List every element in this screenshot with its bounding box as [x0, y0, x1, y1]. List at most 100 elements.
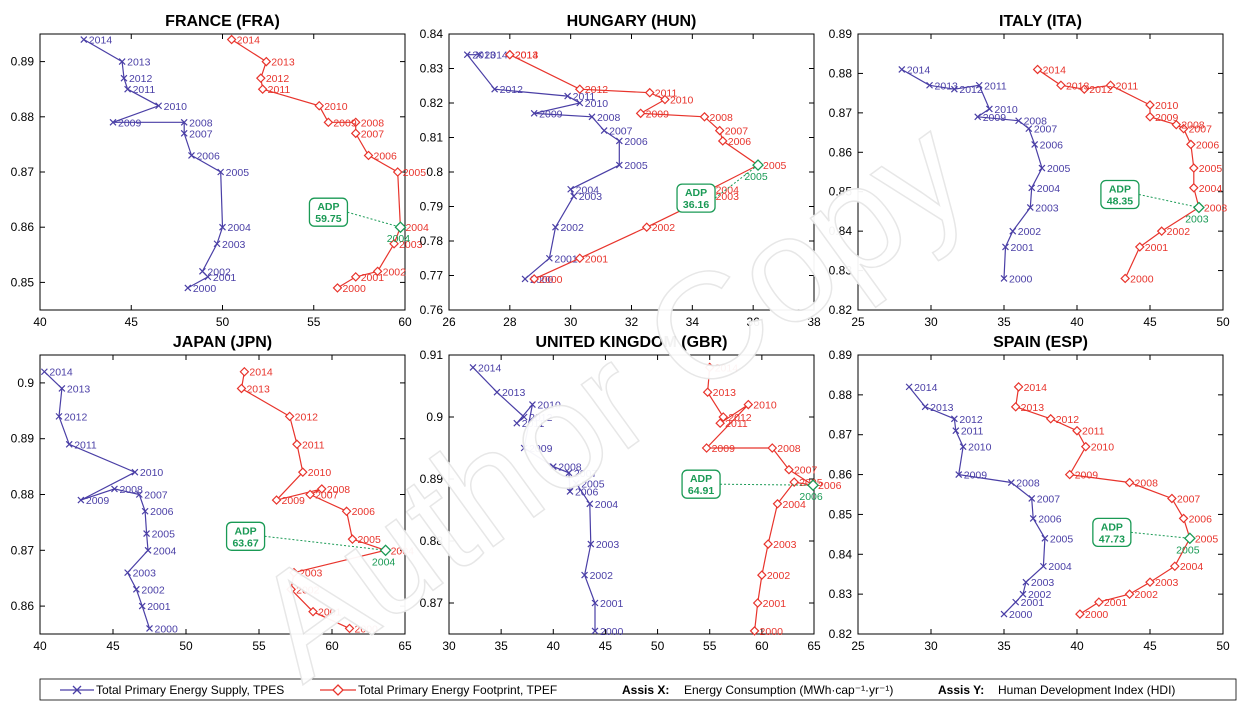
- data-point: [341, 506, 352, 517]
- data-point: [389, 238, 399, 249]
- year-label: 2013: [271, 57, 295, 69]
- data-point: [305, 489, 315, 500]
- data-point: [574, 253, 585, 264]
- data-point: [1031, 140, 1039, 148]
- year-label: 2014: [1024, 382, 1048, 394]
- adp-leader: [347, 211, 401, 228]
- chart-panel: ITALY (ITA) 25 30 35 40 45 50 0.82 0.83 0.84 0.85 0…: [829, 13, 1230, 329]
- year-label: 2003: [1155, 577, 1179, 589]
- year-label: 2007: [1037, 493, 1061, 505]
- year-label: 2006: [1038, 513, 1062, 525]
- year-label: 2000: [342, 283, 366, 295]
- data-point: [520, 444, 528, 452]
- year-label: 2009: [118, 117, 142, 129]
- data-point: [314, 100, 325, 111]
- data-point: [308, 606, 318, 617]
- series-tpes: 2000200120022003200420052006200720082009…: [463, 50, 648, 286]
- year-label: 2009: [712, 443, 736, 455]
- chart-panel: HUNGARY (HUN) 26 28 30 32 34 36 38 0.76 0.77 0.78 0…: [420, 13, 821, 329]
- legend-tpes-label: Total Primary Energy Supply, TPES: [96, 683, 284, 697]
- chart-title: FRANCE (FRA): [165, 13, 280, 30]
- data-point: [1022, 578, 1030, 586]
- x-tick-label: 32: [625, 315, 639, 329]
- x-tick-label: 30: [924, 315, 938, 329]
- data-point: [717, 136, 728, 146]
- x-tick-label: 50: [651, 639, 665, 653]
- year-label: 2000: [355, 623, 379, 635]
- year-label: 2002: [383, 266, 407, 278]
- data-point: [955, 471, 963, 478]
- adp-box: [1092, 517, 1132, 547]
- x-tick-label: 50: [1216, 639, 1230, 653]
- year-label: 2009: [333, 117, 357, 129]
- data-point: [80, 36, 88, 43]
- adp-box: [681, 469, 721, 499]
- year-label: 2003: [1035, 202, 1059, 214]
- data-point: [118, 58, 126, 66]
- year-label: 2013: [930, 402, 954, 414]
- year-label: 2011: [655, 88, 678, 100]
- adp-label: ADP: [317, 201, 339, 213]
- data-point: [1134, 242, 1145, 252]
- data-point: [772, 498, 783, 509]
- year-label: 2002: [141, 584, 165, 596]
- legend-tpef-label: Total Primary Energy Footprint, TPEF: [358, 683, 557, 697]
- year-label: 2000: [155, 623, 179, 635]
- data-point: [77, 496, 85, 504]
- year-label: 2010: [968, 442, 992, 454]
- data-point: [316, 484, 327, 494]
- year-label: 2000: [1009, 273, 1033, 285]
- year-label: 2009: [282, 495, 306, 507]
- adp-year: 2004: [372, 556, 396, 568]
- data-point: [714, 125, 725, 136]
- data-point: [1178, 513, 1189, 524]
- data-point: [257, 84, 268, 95]
- adp-marker: [807, 479, 819, 492]
- year-label: 2008: [361, 117, 385, 129]
- year-label: 2014: [1043, 64, 1067, 76]
- data-point: [529, 274, 540, 284]
- year-label: 2012: [959, 84, 983, 96]
- year-label: 2005: [403, 167, 427, 179]
- chart-title: UNITED KINGDOM (GBR): [536, 334, 728, 351]
- adp-label: ADP: [690, 473, 712, 485]
- data-point: [184, 284, 192, 292]
- year-label: 2000: [760, 626, 784, 638]
- x-tick-label: 38: [807, 315, 821, 329]
- year-label: 2006: [728, 136, 752, 148]
- y-tick-label: 0.87: [420, 596, 444, 610]
- year-label: 2000: [1009, 609, 1033, 621]
- data-point: [566, 487, 574, 495]
- year-label: 2004: [595, 499, 619, 511]
- data-point: [588, 113, 596, 121]
- x-tick-label: 45: [599, 639, 613, 653]
- adp-year: 2006: [799, 491, 823, 503]
- series-tpes: 2000200120022003200420052006200720082009…: [80, 35, 251, 295]
- x-tick-label: 60: [325, 639, 339, 653]
- chart-title: HUNGARY (HUN): [567, 13, 697, 30]
- year-label: 2007: [144, 490, 168, 502]
- chart-panel: UNITED KINGDOM (GBR) 30 35 40 45 50 55 60 65 0.87…: [420, 334, 842, 653]
- adp-leader: [264, 535, 386, 551]
- data-point: [520, 413, 528, 421]
- y-tick-label: 0.82: [420, 96, 444, 110]
- year-label: 2012: [1056, 414, 1080, 426]
- data-point: [1079, 84, 1090, 95]
- y-tick-label: 0.87: [11, 543, 35, 557]
- adp-value: 48.35: [1107, 195, 1133, 207]
- data-point: [660, 94, 670, 105]
- data-point: [1010, 401, 1021, 412]
- year-label: 2005: [1050, 533, 1074, 545]
- year-label: 2001: [585, 253, 609, 265]
- year-label: 2006: [196, 150, 220, 162]
- y-tick-label: 0.87: [11, 165, 35, 179]
- data-point: [1171, 119, 1182, 130]
- data-point: [323, 117, 334, 128]
- data-point: [1032, 64, 1043, 75]
- data-point: [591, 599, 599, 607]
- x-tick-label: 40: [547, 639, 561, 653]
- year-label: 2008: [1016, 478, 1040, 490]
- year-label: 2014: [715, 362, 739, 374]
- data-point: [950, 415, 958, 423]
- year-label: 2001: [554, 253, 578, 265]
